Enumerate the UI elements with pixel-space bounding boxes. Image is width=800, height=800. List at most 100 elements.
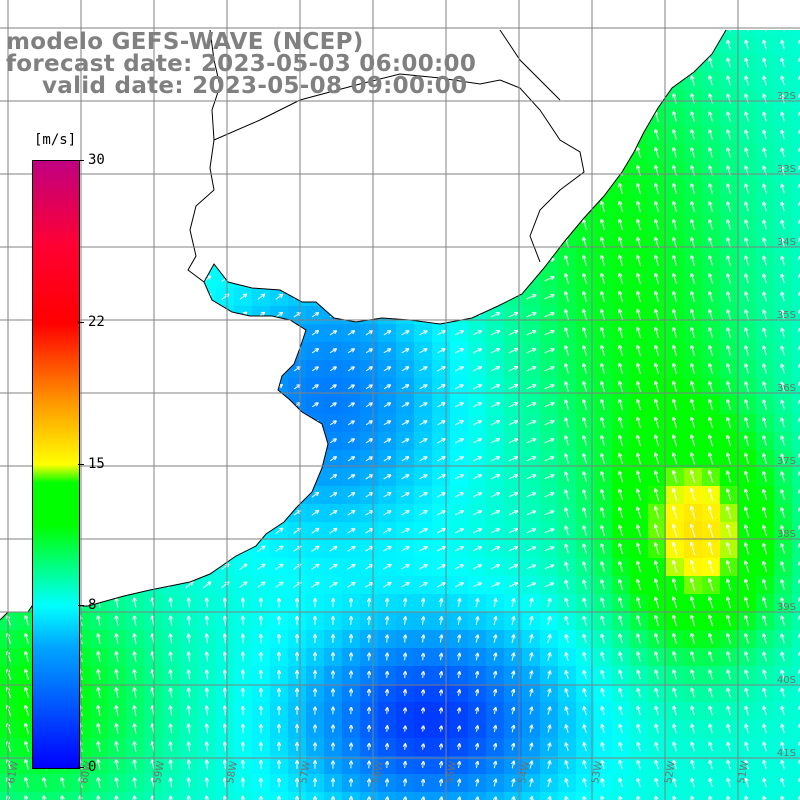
wind-speed-cell [108, 792, 127, 800]
colorbar-tick-label: 0 [88, 759, 97, 775]
latitude-label: 33S [777, 164, 796, 175]
wind-arrow [405, 672, 406, 679]
wind-arrow [243, 635, 244, 644]
wind-arrow [387, 635, 388, 643]
wind-arrow [243, 653, 244, 662]
wind-speed-cell [54, 792, 73, 800]
wind-speed-cell [792, 36, 800, 55]
wind-arrow [405, 744, 406, 750]
wind-speed-cell [792, 432, 800, 451]
latitude-label: 36S [777, 383, 796, 394]
wind-speed-cell [792, 486, 800, 505]
wind-speed-cell [792, 630, 800, 649]
wind-speed-cell [792, 720, 800, 739]
wind-arrow [405, 690, 406, 696]
wind-speed-cell [774, 30, 793, 37]
latitude-label: 38S [777, 529, 796, 540]
wind-speed-cell [792, 288, 800, 307]
wind-speed-cell [774, 792, 793, 800]
wind-speed-cell [144, 792, 163, 800]
wind-speed-cell [792, 162, 800, 181]
wind-arrow [387, 708, 388, 714]
colorbar-unit: [m/s] [34, 132, 77, 148]
wind-speed-cell [792, 360, 800, 379]
wind-speed-cell [792, 216, 800, 235]
wind-speed-cell [792, 684, 800, 703]
wind-arrow [405, 726, 406, 732]
wind-arrow [387, 780, 388, 787]
colorbar-tick-label: 22 [88, 313, 105, 330]
wind-speed-cell [792, 450, 800, 469]
wind-speed-cell [792, 306, 800, 325]
latitude-label: 39S [777, 602, 796, 613]
wind-arrow [243, 761, 244, 770]
wind-speed-cell [792, 378, 800, 397]
wind-speed-cell [630, 792, 649, 800]
wind-speed-cell [792, 540, 800, 559]
wind-speed-cell [666, 792, 685, 800]
latitude-label: 35S [777, 310, 796, 321]
wind-arrow [405, 762, 406, 769]
colorbar-tick [78, 767, 84, 768]
wind-speed-cell [792, 468, 800, 487]
wind-speed-cell [792, 648, 800, 667]
wind-arrow [243, 743, 244, 752]
wind-speed-cell [594, 792, 613, 800]
wind-speed-cell [36, 792, 55, 800]
wind-arrow [405, 708, 406, 714]
wind-speed-cell [756, 30, 775, 37]
wind-speed-cell [792, 414, 800, 433]
wind-speed-cell [90, 792, 109, 800]
wind-arrow [243, 599, 244, 608]
wind-speed-cell [684, 792, 703, 800]
wind-arrow [243, 725, 244, 734]
wind-speed-cell [612, 792, 631, 800]
wind-speed-cell [792, 576, 800, 595]
colorbar-tick [78, 321, 84, 323]
wind-arrow [243, 689, 244, 698]
wind-arrow [369, 780, 370, 787]
wind-arrow [243, 779, 244, 788]
wind-speed-cell [792, 252, 800, 271]
wind-speed-cell [648, 792, 667, 800]
wind-arrow [387, 744, 388, 750]
latitude-label: 40S [777, 675, 796, 686]
colorbar-tick-label: 8 [88, 597, 97, 614]
title-valid-date: valid date: 2023-05-08 09:00:00 [42, 73, 468, 99]
latitude-label: 34S [777, 237, 796, 248]
wind-speed-cell [792, 54, 800, 73]
wind-speed-cell [792, 504, 800, 523]
wind-arrow [369, 599, 370, 608]
wind-speed-cell [162, 792, 181, 800]
colorbar-tick [78, 160, 84, 161]
wind-arrow [243, 707, 244, 716]
wind-speed-cell [792, 126, 800, 145]
wind-speed-cell [738, 792, 757, 800]
wind-arrow [387, 654, 388, 661]
latitude-label: 37S [777, 456, 796, 467]
wind-arrow [369, 635, 370, 643]
wind-speed-cell [792, 234, 800, 253]
colorbar [32, 160, 80, 769]
wind-speed-cell [792, 270, 800, 289]
wind-speed-cell [792, 558, 800, 577]
wind-speed-cell [720, 30, 739, 37]
wind-speed-cell [792, 180, 800, 199]
wind-speed-cell [18, 792, 37, 800]
wind-speed-cell [792, 198, 800, 217]
wind-speed-cell [792, 522, 800, 541]
wind-speed-cell [558, 792, 577, 800]
wind-speed-cell [0, 792, 19, 800]
wind-arrow [387, 726, 388, 732]
wind-speed-cell [792, 612, 800, 631]
wind-speed-cell [792, 72, 800, 91]
wind-speed-cell [756, 792, 775, 800]
wind-speed-cell [792, 396, 800, 415]
wind-speed-cell [792, 30, 800, 37]
wind-arrow [243, 671, 244, 680]
wind-speed-cell [792, 108, 800, 127]
wind-speed-cell [792, 342, 800, 361]
wind-speed-cell [792, 324, 800, 343]
wind-speed-cell [792, 144, 800, 163]
